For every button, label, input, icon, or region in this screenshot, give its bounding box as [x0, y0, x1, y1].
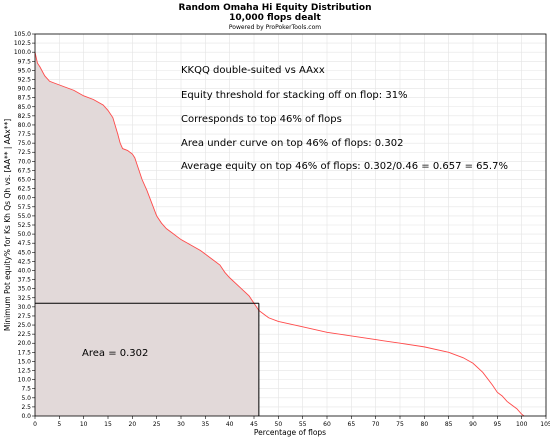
y-tick-label: 32.5: [18, 295, 32, 302]
x-tick-label: 0: [33, 421, 37, 428]
area-fill: [35, 52, 259, 416]
annotation-threshold: Equity threshold for stacking off on flo…: [181, 90, 408, 101]
chart-credit: Powered by ProPokerTools.com: [229, 24, 321, 31]
y-tick-label: 27.5: [18, 313, 32, 320]
annotation-matchup: KKQQ double-suited vs AAxx: [181, 65, 325, 76]
chart-title: Random Omaha Hi Equity Distribution: [179, 3, 372, 13]
y-tick-label: 45.0: [18, 249, 32, 256]
x-tick-label: 35: [202, 421, 210, 428]
x-tick-label: 5: [57, 421, 61, 428]
axis-ticks: 0 5 10 15 20 25 30 35 40 45 50 55 60 65 70 75 80 85 90 95 10…: [14, 31, 550, 428]
y-tick-label: 7.5: [21, 386, 31, 393]
x-tick-label: 15: [104, 421, 112, 428]
annotation-average-equity: Average equity on top 46% of flops: 0.30…: [181, 161, 508, 172]
y-tick-label: 12.5: [18, 368, 32, 375]
y-tick-label: 22.5: [18, 331, 32, 338]
y-tick-label: 42.5: [18, 258, 32, 265]
y-tick-label: 5.0: [21, 395, 31, 402]
x-axis-label: Percentage of flops: [254, 428, 326, 437]
y-tick-label: 50.0: [18, 231, 32, 238]
y-tick-label: 67.5: [18, 167, 32, 174]
y-tick-label: 47.5: [18, 240, 32, 247]
area-label: Area = 0.302: [82, 348, 148, 359]
y-tick-label: 92.5: [18, 76, 32, 83]
y-tick-label: 100.0: [14, 49, 31, 56]
y-tick-label: 65.0: [18, 177, 32, 184]
y-tick-label: 55.0: [18, 213, 32, 220]
y-tick-label: 10.0: [18, 377, 32, 384]
x-tick-label: 105: [540, 421, 550, 428]
area-under-curve: [35, 52, 259, 416]
y-tick-label: 2.5: [21, 404, 31, 411]
x-tick-label: 45: [250, 421, 258, 428]
x-tick-label: 20: [129, 421, 137, 428]
y-tick-label: 77.5: [18, 131, 32, 138]
y-tick-label: 17.5: [18, 349, 32, 356]
y-tick-label: 20.0: [18, 340, 32, 347]
x-tick-label: 40: [226, 421, 234, 428]
y-tick-label: 35.0: [18, 286, 32, 293]
y-tick-label: 40.0: [18, 267, 32, 274]
y-tick-label: 0.0: [21, 413, 31, 420]
x-tick-label: 80: [421, 421, 429, 428]
y-tick-label: 60.0: [18, 195, 32, 202]
y-axis-label: Minimum Pot equity% for Ks Kh Qs Qh vs. …: [3, 119, 12, 331]
y-tick-label: 15.0: [18, 358, 32, 365]
y-tick-label: 102.5: [14, 40, 31, 47]
y-tick-label: 62.5: [18, 186, 32, 193]
x-tick-label: 10: [80, 421, 88, 428]
y-tick-label: 82.5: [18, 113, 32, 120]
y-tick-label: 105.0: [14, 31, 31, 38]
annotation-flop-percent: Corresponds to top 46% of flops: [181, 114, 342, 125]
y-tick-label: 87.5: [18, 95, 32, 102]
y-tick-label: 70.0: [18, 158, 32, 165]
x-tick-label: 95: [494, 421, 502, 428]
y-tick-label: 25.0: [18, 322, 32, 329]
x-tick-label: 55: [299, 421, 307, 428]
x-tick-label: 30: [177, 421, 185, 428]
chart-subtitle: 10,000 flops dealt: [229, 13, 321, 23]
x-tick-label: 65: [348, 421, 356, 428]
equity-curve-series: [34, 52, 525, 417]
x-tick-label: 50: [275, 421, 283, 428]
x-tick-label: 100: [516, 421, 528, 428]
annotation-area: Area under curve on top 46% of flops: 0.…: [181, 138, 403, 149]
y-tick-label: 57.5: [18, 204, 32, 211]
x-tick-label: 75: [396, 421, 404, 428]
y-tick-label: 37.5: [18, 277, 32, 284]
y-tick-label: 75.0: [18, 140, 32, 147]
threshold-markers: [35, 302, 260, 416]
y-tick-label: 90.0: [18, 86, 32, 93]
y-tick-label: 85.0: [18, 104, 32, 111]
x-tick-label: 25: [153, 421, 161, 428]
x-tick-label: 70: [372, 421, 380, 428]
x-tick-label: 90: [469, 421, 477, 428]
y-tick-label: 80.0: [18, 122, 32, 129]
y-tick-label: 30.0: [18, 304, 32, 311]
x-tick-label: 85: [445, 421, 453, 428]
x-tick-label: 60: [323, 421, 331, 428]
equity-curve-line: [34, 52, 525, 417]
y-tick-label: 97.5: [18, 58, 32, 65]
y-tick-label: 52.5: [18, 222, 32, 229]
y-tick-label: 72.5: [18, 149, 32, 156]
y-tick-label: 95.0: [18, 67, 32, 74]
